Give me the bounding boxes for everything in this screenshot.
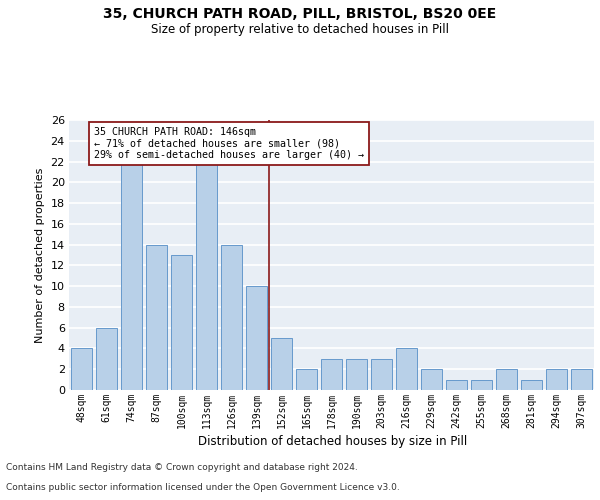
Bar [71, 348, 92, 390]
Bar [296, 369, 317, 390]
Bar [271, 338, 292, 390]
Bar [521, 380, 542, 390]
Bar [346, 359, 367, 390]
Bar [171, 255, 192, 390]
Text: Size of property relative to detached houses in Pill: Size of property relative to detached ho… [151, 22, 449, 36]
Bar [371, 359, 392, 390]
Bar [221, 244, 242, 390]
Text: Distribution of detached houses by size in Pill: Distribution of detached houses by size … [199, 435, 467, 448]
Text: Contains public sector information licensed under the Open Government Licence v3: Contains public sector information licen… [6, 484, 400, 492]
Bar [571, 369, 592, 390]
Bar [496, 369, 517, 390]
Bar [396, 348, 417, 390]
Bar [471, 380, 492, 390]
Text: 35 CHURCH PATH ROAD: 146sqm
← 71% of detached houses are smaller (98)
29% of sem: 35 CHURCH PATH ROAD: 146sqm ← 71% of det… [94, 128, 364, 160]
Bar [196, 162, 217, 390]
Text: Contains HM Land Registry data © Crown copyright and database right 2024.: Contains HM Land Registry data © Crown c… [6, 464, 358, 472]
Bar [321, 359, 342, 390]
Bar [96, 328, 117, 390]
Text: 35, CHURCH PATH ROAD, PILL, BRISTOL, BS20 0EE: 35, CHURCH PATH ROAD, PILL, BRISTOL, BS2… [103, 8, 497, 22]
Bar [421, 369, 442, 390]
Bar [246, 286, 267, 390]
Bar [546, 369, 567, 390]
Bar [121, 162, 142, 390]
Bar [146, 244, 167, 390]
Y-axis label: Number of detached properties: Number of detached properties [35, 168, 45, 342]
Bar [446, 380, 467, 390]
